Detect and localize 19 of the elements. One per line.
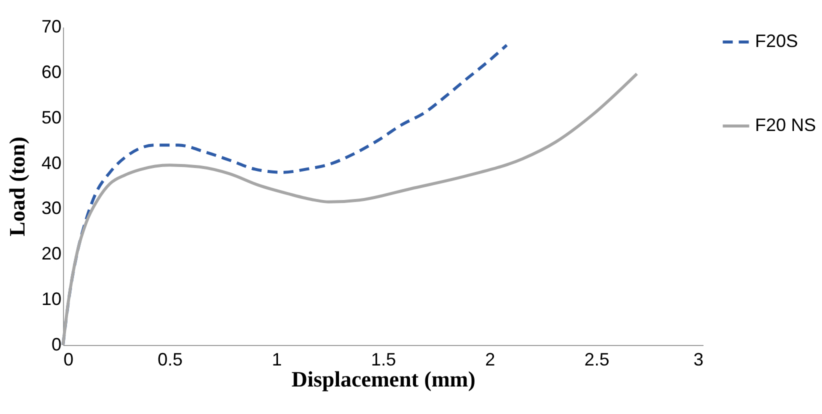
legend-label: F20S <box>755 31 798 51</box>
y-tick-label: 10 <box>41 289 62 310</box>
y-tick-label: 40 <box>41 152 62 173</box>
y-tick-label: 0 <box>51 334 62 354</box>
y-tick-label: 70 <box>41 16 62 36</box>
x-axis-title: Displacement (mm) <box>292 366 476 392</box>
x-tick-label: 3 <box>693 350 704 370</box>
y-tick-label: 20 <box>41 244 62 264</box>
x-tick-label: 2 <box>485 350 496 370</box>
x-tick-label: 1 <box>272 350 282 370</box>
x-tick-label: 1.5 <box>370 350 396 370</box>
legend-label: F20 NS <box>755 115 816 135</box>
y-tick-label: 30 <box>41 198 62 218</box>
x-tick-label: 2.5 <box>584 350 610 370</box>
x-tick-label: 0 <box>64 350 74 370</box>
y-axis-title: Load (ton) <box>4 136 30 236</box>
y-tick-label: 60 <box>41 62 62 82</box>
y-tick-label: 50 <box>41 107 62 128</box>
x-tick-label: 0.5 <box>158 350 183 370</box>
